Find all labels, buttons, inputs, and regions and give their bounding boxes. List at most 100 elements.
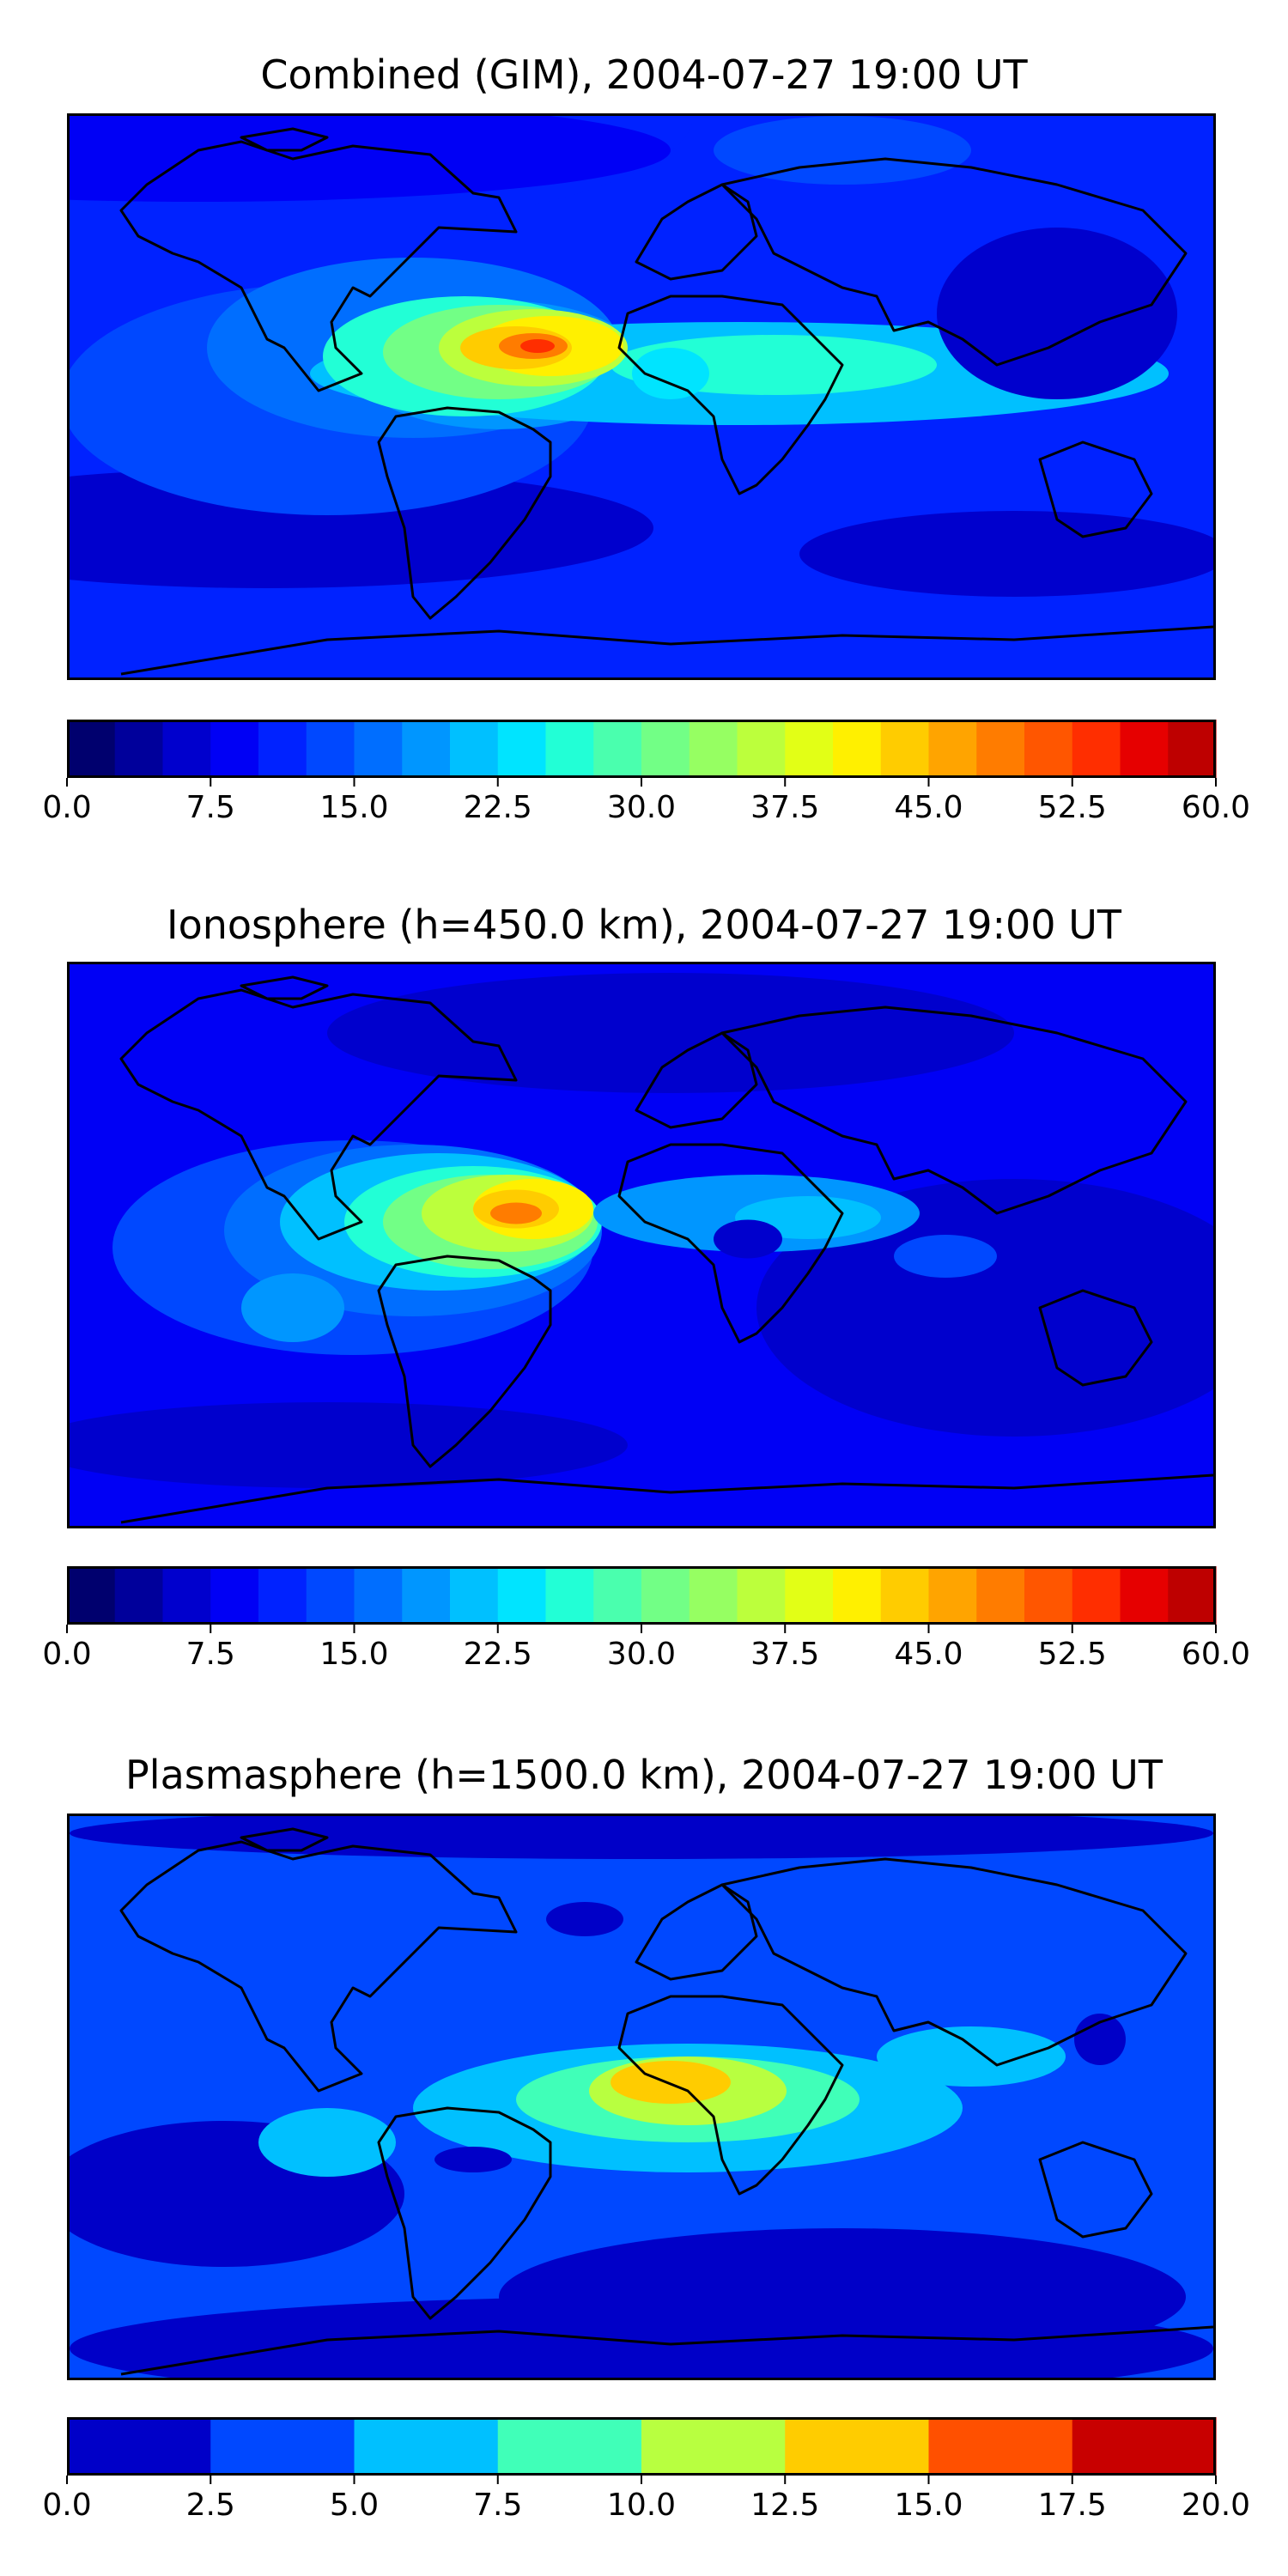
colorbar-segment	[641, 2417, 786, 2476]
coastline	[720, 1005, 1188, 1215]
colorbar-segment	[545, 1566, 594, 1625]
map-plasmasphere	[67, 1814, 1216, 2380]
coastline	[720, 1857, 1188, 2067]
colorbar-tick-label: 20.0	[1181, 2488, 1251, 2523]
contour-region	[258, 2108, 396, 2177]
colorbar-segment	[114, 720, 164, 778]
colorbar-tick-label: 30.0	[606, 790, 677, 825]
colorbar-segment	[258, 1566, 307, 1625]
colorbar-tick-label: 22.5	[463, 790, 532, 825]
contour-region	[714, 116, 971, 185]
contour-region	[490, 1202, 542, 1224]
colorbar-segment	[833, 720, 882, 778]
colorbar-segment	[737, 1566, 786, 1625]
colorbar-tick-label: 60.0	[1181, 1637, 1251, 1672]
colorbar-segment	[689, 1566, 738, 1625]
colorbar-tick-label: 30.0	[606, 1637, 677, 1672]
colorbar-segment	[1072, 1566, 1121, 1625]
colorbar-segment	[306, 1566, 355, 1625]
colorbar-tick-label: 45.0	[894, 790, 963, 825]
colorbar-tick-label: 15.0	[319, 1637, 389, 1672]
colorbar-border	[67, 2417, 1216, 2476]
coastline	[1038, 440, 1153, 538]
contour-region	[70, 116, 671, 202]
colorbar-tick-label: 0.0	[42, 2488, 92, 2523]
colorbar-ionosphere	[66, 1566, 1217, 1633]
colorbar-segment	[785, 1566, 834, 1625]
colorbar-segment	[880, 720, 930, 778]
colorbar-segment	[928, 1566, 977, 1625]
contour-region	[546, 1902, 623, 1936]
colorbar-tick-label: 45.0	[894, 1637, 963, 1672]
colorbar-segment	[354, 2417, 499, 2476]
colorbar-segment	[402, 1566, 451, 1625]
colorbar-segment	[162, 1566, 211, 1625]
colorbar-border	[67, 1566, 1216, 1625]
coastline	[617, 1995, 844, 2196]
colorbar-tick-label: 15.0	[319, 790, 389, 825]
contour-region	[632, 348, 709, 399]
contour-region	[70, 1402, 628, 1488]
colorbar-segment	[210, 720, 259, 778]
contour-region	[434, 2147, 512, 2172]
contour-region	[937, 228, 1177, 399]
colorbar-segment	[1168, 720, 1217, 778]
coastline	[1038, 2141, 1153, 2239]
colorbar-segment	[928, 720, 977, 778]
colorbar-segment	[354, 720, 403, 778]
coastline	[120, 2325, 1213, 2376]
colorbar-segment	[162, 720, 211, 778]
colorbar-segment	[1120, 720, 1169, 778]
colorbar-tick-label: 7.5	[185, 790, 235, 825]
coastline	[119, 140, 518, 392]
contour-region	[520, 339, 555, 353]
map-ionosphere	[67, 962, 1216, 1528]
contour-region	[611, 2061, 731, 2104]
colorbar-segment	[689, 720, 738, 778]
colorbar-segment	[976, 720, 1025, 778]
colorbar-segment	[497, 720, 547, 778]
colorbar-segment	[67, 720, 116, 778]
contour-region	[327, 973, 1014, 1093]
colorbar-segment	[593, 720, 642, 778]
colorbar-segment	[354, 1566, 403, 1625]
contour-region	[241, 1273, 344, 1342]
colorbar-segment	[210, 2417, 355, 2476]
colorbar-tick-label: 7.5	[473, 2488, 523, 2523]
contour-region	[877, 2026, 1066, 2087]
colorbar-tick-label: 17.5	[1037, 2488, 1107, 2523]
panel-2-title: Ionosphere (h=450.0 km), 2004-07-27 19:0…	[167, 902, 1121, 948]
contour-region	[714, 1219, 782, 1259]
colorbar-segment	[67, 1566, 116, 1625]
coastline	[120, 625, 1213, 676]
colorbar-segment	[258, 720, 307, 778]
panel-1-title: Combined (GIM), 2004-07-27 19:00 UT	[260, 52, 1028, 98]
contour-region	[894, 1235, 997, 1278]
contour-region	[756, 1179, 1213, 1437]
colorbar-segment	[497, 1566, 547, 1625]
colorbar-tick-label: 10.0	[606, 2488, 677, 2523]
colorbar-segment	[976, 1566, 1025, 1625]
colorbar-tick-label: 0.0	[42, 1637, 92, 1672]
coastline	[720, 157, 1188, 367]
colorbar-segment	[1024, 1566, 1073, 1625]
coastline	[119, 1840, 518, 2093]
colorbar-segment	[450, 720, 499, 778]
coastline	[635, 1031, 758, 1129]
coastline	[119, 988, 518, 1241]
contour-region	[70, 1816, 1213, 1859]
map-combined-gim	[67, 113, 1216, 680]
colorbar-border	[67, 720, 1216, 778]
colorbar-plasmasphere	[66, 2417, 1217, 2484]
colorbar-segment	[114, 1566, 164, 1625]
coastline	[377, 406, 552, 620]
colorbar-tick-label: 5.0	[329, 2488, 380, 2523]
colorbar-segment	[593, 1566, 642, 1625]
colorbar-segment	[880, 1566, 930, 1625]
coastline	[617, 1143, 844, 1344]
colorbar-segment	[450, 1566, 499, 1625]
coastline	[377, 2106, 552, 2320]
colorbar-tick-label: 2.5	[185, 2488, 235, 2523]
colorbar-segment	[306, 720, 355, 778]
colorbar-segment	[833, 1566, 882, 1625]
